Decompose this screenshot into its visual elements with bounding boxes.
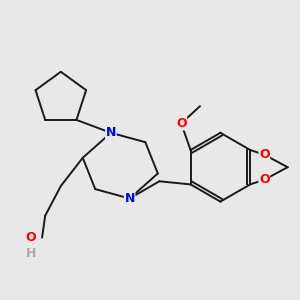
- Text: O: O: [259, 148, 270, 161]
- Text: N: N: [124, 192, 135, 205]
- Text: N: N: [106, 126, 116, 139]
- Text: H: H: [26, 247, 36, 260]
- Text: O: O: [259, 173, 270, 186]
- Text: O: O: [176, 117, 187, 130]
- Text: O: O: [26, 231, 36, 244]
